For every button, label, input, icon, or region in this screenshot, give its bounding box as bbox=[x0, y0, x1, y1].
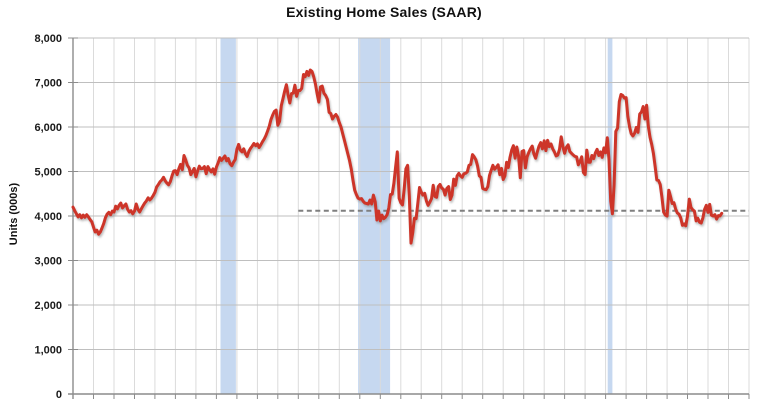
y-tick-label: 7,000 bbox=[34, 78, 62, 90]
y-tick-label: 3,000 bbox=[34, 256, 62, 268]
y-tick-label: 5,000 bbox=[34, 167, 62, 179]
chart-title: Existing Home Sales (SAAR) bbox=[286, 4, 482, 20]
y-tick-label: 6,000 bbox=[34, 122, 62, 134]
y-tick-label: 1,000 bbox=[34, 345, 62, 357]
y-tick-label: 0 bbox=[56, 389, 62, 401]
y-tick-label: 8,000 bbox=[34, 33, 62, 45]
y-tick-label: 2,000 bbox=[34, 300, 62, 312]
sales-line bbox=[71, 68, 724, 245]
y-tick-label: 4,000 bbox=[34, 211, 62, 223]
